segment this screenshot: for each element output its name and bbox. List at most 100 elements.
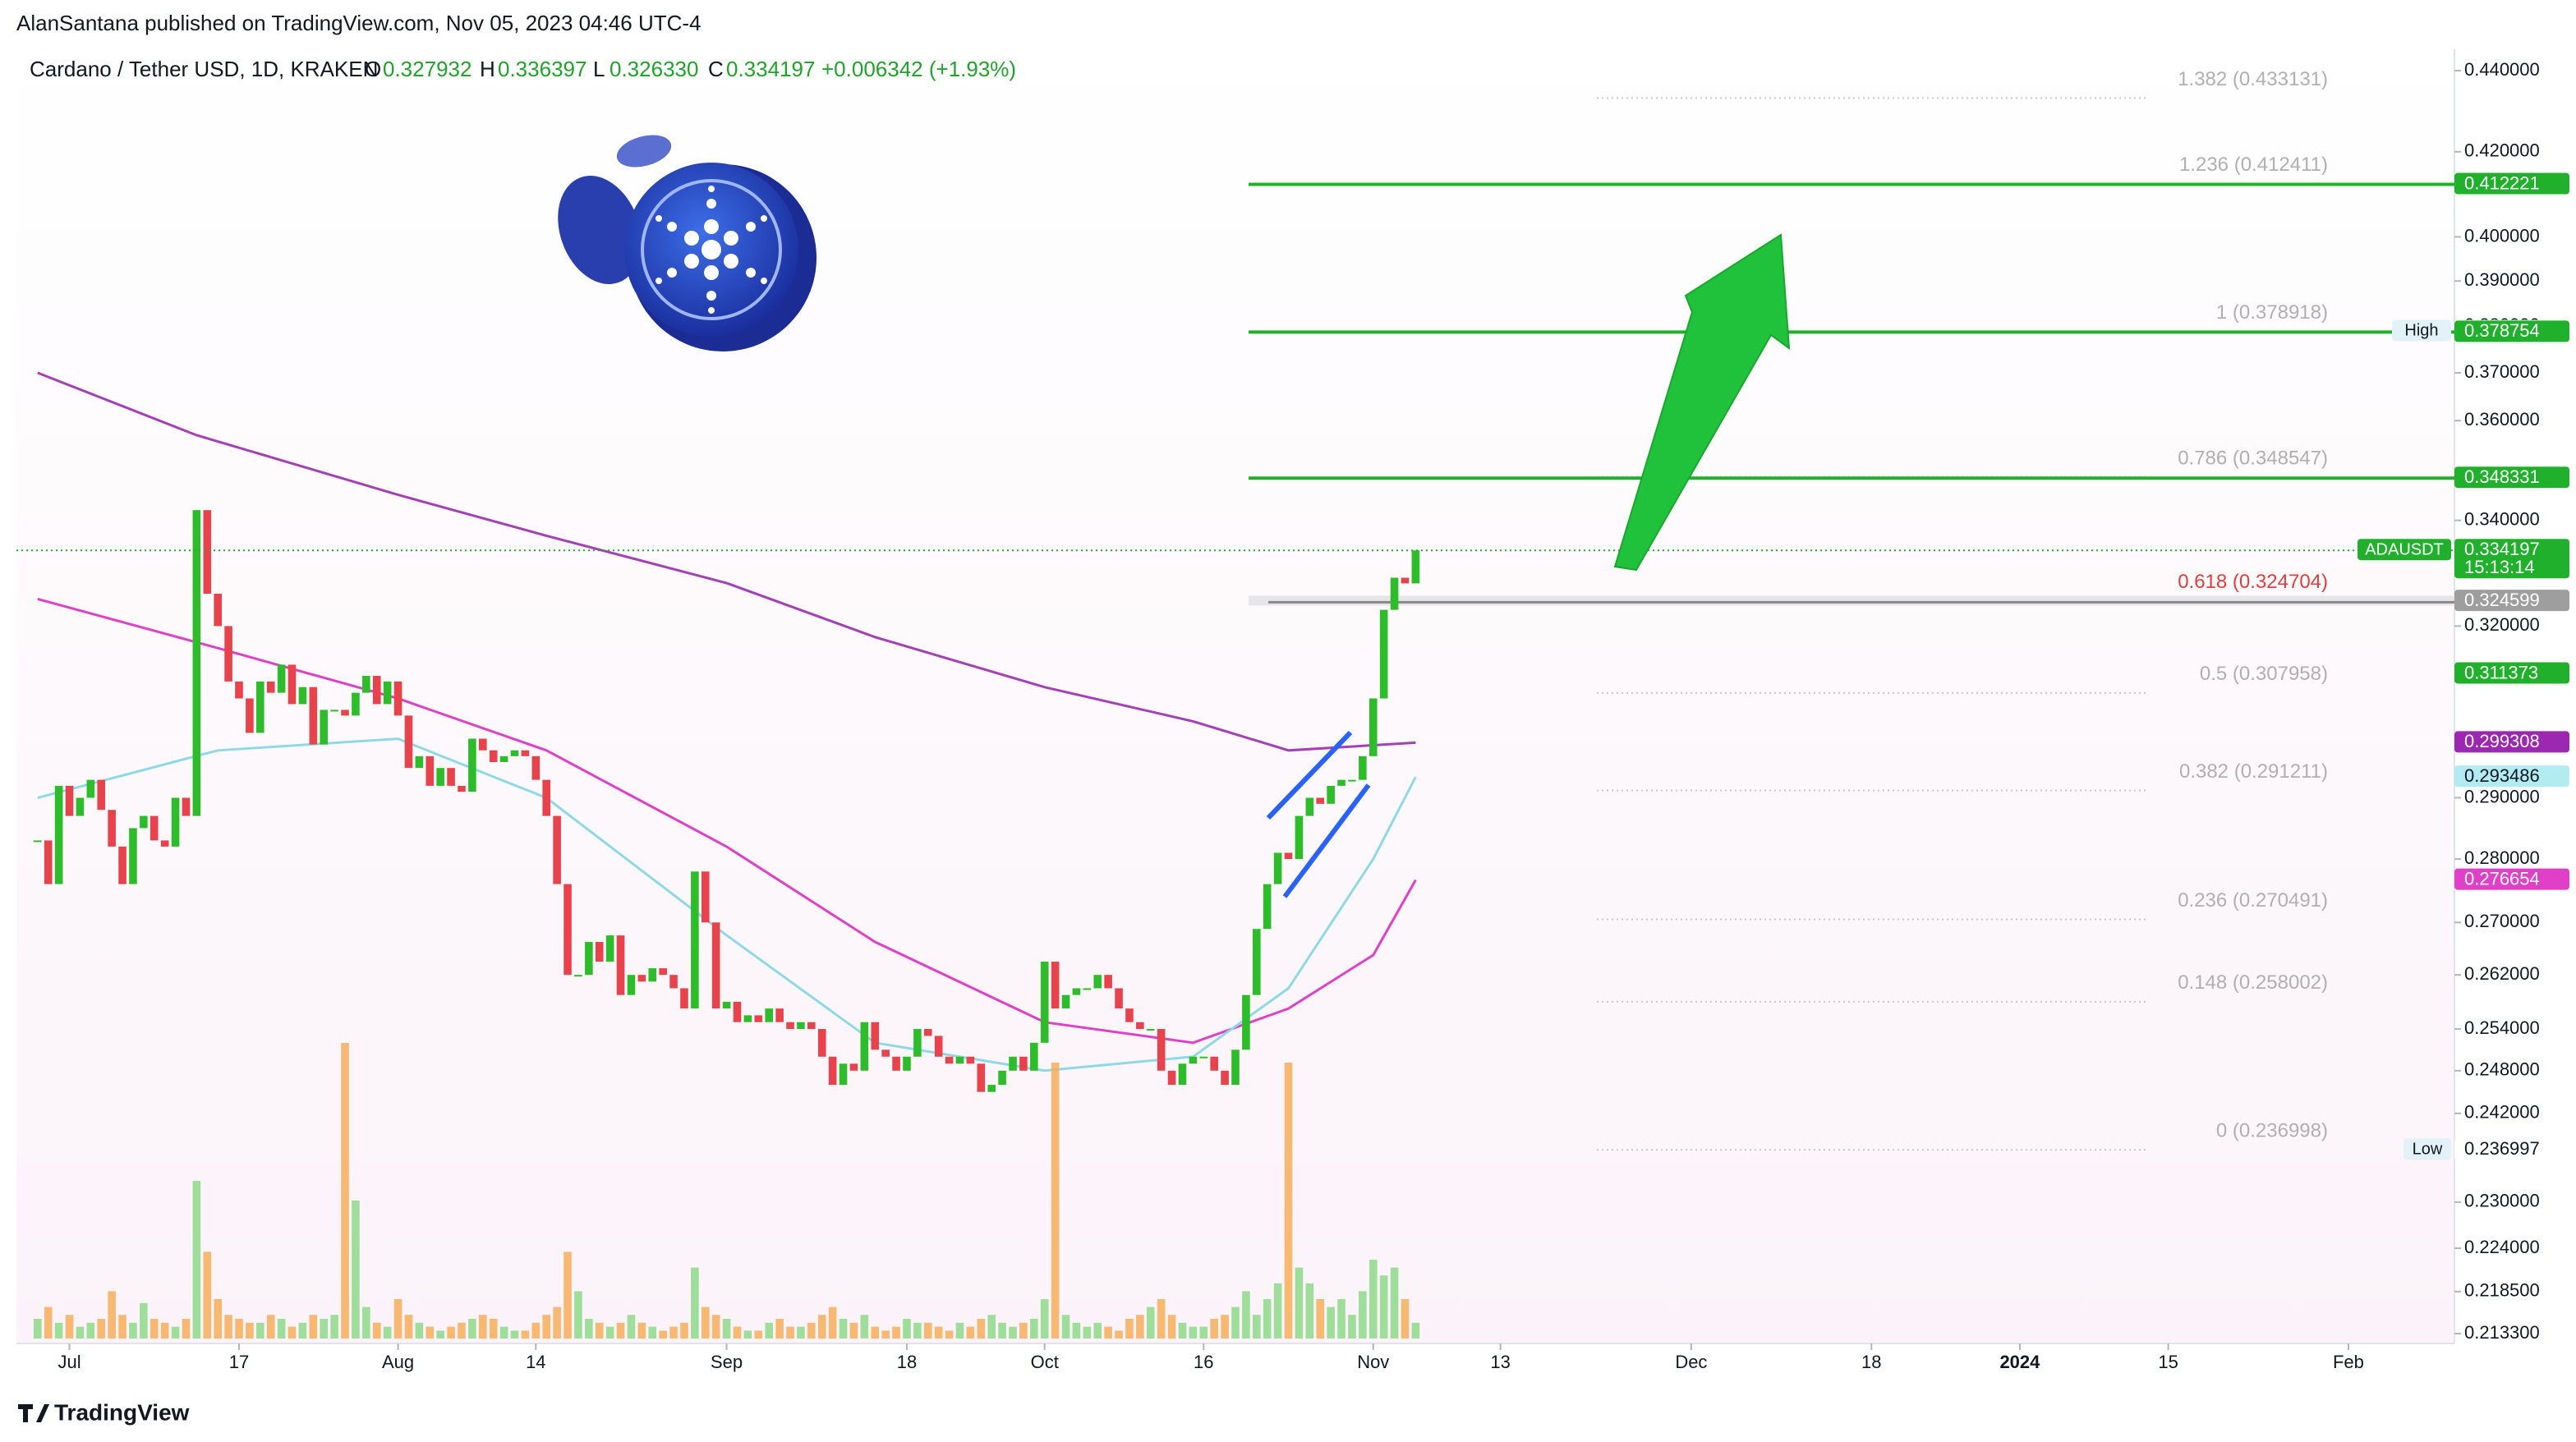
volume-bar	[691, 1267, 699, 1339]
volume-bar	[404, 1315, 413, 1339]
volume-bar	[266, 1315, 275, 1339]
volume-bar	[160, 1322, 169, 1339]
candle-body	[1115, 988, 1123, 1009]
candle-body	[266, 681, 275, 693]
candle-body	[542, 779, 551, 816]
volume-bar	[1093, 1322, 1102, 1339]
volume-bar	[192, 1181, 201, 1339]
candle-body	[362, 676, 370, 693]
candle-body	[76, 797, 85, 816]
fib-label: 0.148 (0.258002)	[2178, 971, 2328, 994]
volume-bar	[1390, 1267, 1399, 1339]
volume-bar	[955, 1322, 964, 1339]
candle-body	[415, 755, 424, 769]
candle-body	[521, 750, 530, 756]
candle-body	[1273, 852, 1282, 884]
candle-body	[1009, 1056, 1017, 1071]
volume-bar	[352, 1201, 360, 1339]
volume-bar	[903, 1319, 911, 1339]
candle-body	[235, 681, 243, 699]
volume-bar	[224, 1315, 232, 1339]
price-tag-value: 0.299308	[2464, 731, 2540, 751]
l-label: L	[593, 57, 605, 81]
candle-body	[108, 810, 116, 847]
price-tag-name-bg	[2392, 319, 2451, 342]
candle-body	[849, 1063, 858, 1071]
low: 0.326330	[610, 57, 698, 81]
volume-bar	[913, 1322, 922, 1339]
volume-bar	[372, 1322, 381, 1339]
close: 0.334197	[726, 57, 815, 81]
candle-body	[118, 846, 126, 884]
candle-body	[1411, 550, 1420, 584]
volume-bar	[298, 1322, 307, 1339]
candle-body	[553, 815, 561, 884]
fib-label: 0 (0.236998)	[2216, 1120, 2328, 1142]
volume-bar	[499, 1326, 508, 1339]
y-tick-label: 0.320000	[2464, 614, 2540, 635]
volume-bar	[1104, 1326, 1112, 1339]
y-tick-label: 0.360000	[2464, 409, 2540, 429]
candle-body	[44, 840, 53, 884]
y-tick-label: 0.370000	[2464, 361, 2540, 382]
candle-body	[182, 797, 191, 816]
candle-body	[839, 1063, 848, 1086]
x-tick-label: Feb	[2333, 1352, 2364, 1372]
volume-bar	[1125, 1319, 1134, 1339]
y-tick-label: 0.242000	[2464, 1102, 2540, 1123]
fib-label: 0.618 (0.324704)	[2178, 571, 2328, 593]
volume-bar	[1083, 1326, 1092, 1339]
volume-bar	[478, 1315, 487, 1339]
volume-bar	[786, 1326, 794, 1339]
volume-bar	[1019, 1322, 1028, 1339]
volume-bar	[637, 1322, 646, 1339]
candle-body	[966, 1056, 975, 1064]
candle-body	[881, 1049, 890, 1057]
volume-bar	[129, 1322, 137, 1339]
volume-bar	[415, 1322, 424, 1339]
fib-band	[1249, 595, 2454, 606]
volume-bar	[998, 1322, 1006, 1339]
volume-bar	[362, 1307, 370, 1339]
candle-body	[743, 1015, 752, 1022]
candle-body	[637, 975, 646, 982]
volume-bar	[934, 1326, 943, 1339]
candle-body	[277, 664, 286, 693]
volume-bar	[627, 1315, 636, 1339]
price-tag	[2454, 172, 2569, 195]
candle-body	[404, 715, 413, 769]
volume-bar	[849, 1322, 858, 1339]
volume-bar	[1210, 1319, 1218, 1339]
candle-body	[701, 871, 710, 923]
candle-body	[34, 840, 42, 843]
volume-bar	[553, 1307, 561, 1339]
volume-bar	[807, 1322, 816, 1339]
fib-label: 0.786 (0.348547)	[2178, 447, 2328, 469]
legend: Cardano / Tether USD, 1D, KRAKEN O 0.327…	[30, 57, 1016, 81]
candle-body	[246, 698, 254, 733]
price-tag	[2454, 765, 2569, 788]
candle-body	[1263, 884, 1272, 930]
y-tick-label: 0.254000	[2464, 1017, 2540, 1038]
volume-bar	[1199, 1326, 1208, 1339]
candle-body	[585, 942, 593, 976]
volume-bar	[616, 1322, 625, 1339]
volume-bar	[871, 1326, 880, 1339]
x-tick-label: 16	[1194, 1352, 1213, 1372]
candle-body	[171, 797, 180, 847]
channel-line	[1282, 783, 1371, 898]
price-tag	[2454, 320, 2569, 342]
o-label: O	[365, 57, 381, 81]
candle-body	[564, 884, 572, 976]
candle-body	[797, 1022, 805, 1030]
volume-bar	[648, 1326, 657, 1339]
candle-body	[224, 626, 232, 682]
y-tick-label: 0.440000	[2464, 59, 2540, 80]
candle-body	[711, 922, 720, 1009]
h-label: H	[480, 57, 495, 81]
plot-area	[16, 49, 2454, 1343]
candle-body	[447, 768, 455, 786]
candle-body	[86, 779, 95, 798]
price-tag	[2454, 868, 2569, 890]
